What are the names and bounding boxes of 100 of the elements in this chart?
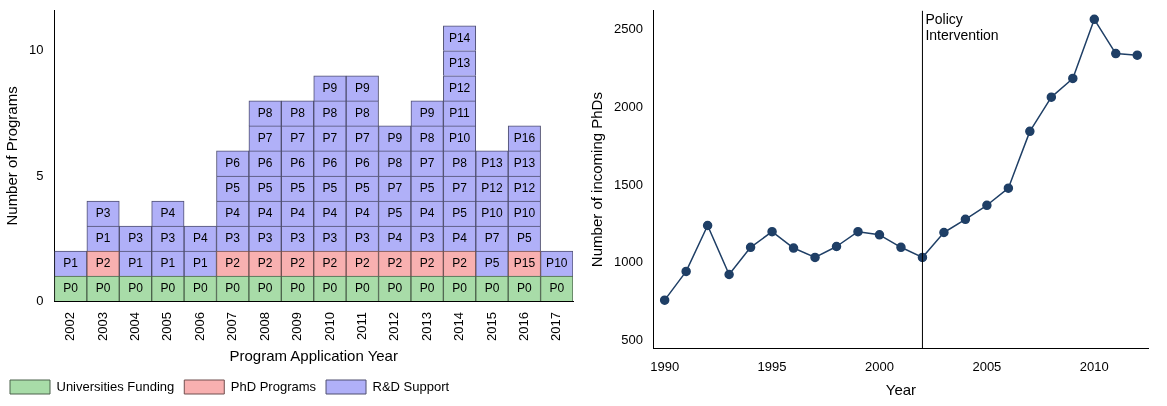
data-label: P4	[355, 205, 370, 220]
data-label: P7	[355, 130, 370, 145]
data-label: P13	[513, 155, 536, 170]
data-label: P8	[452, 155, 468, 170]
data-label: P5	[419, 180, 435, 195]
data-label: P4	[192, 230, 208, 245]
data-label: P1	[95, 230, 111, 245]
data-label: P5	[355, 180, 370, 195]
data-label: P2	[355, 255, 370, 270]
data-label: P0	[387, 280, 403, 295]
data-label: P15	[513, 255, 536, 270]
x-tick-label: 1995	[757, 358, 787, 374]
point	[1068, 73, 1078, 84]
data-label: P7	[484, 230, 500, 245]
data-label: P3	[128, 230, 144, 245]
point	[1132, 50, 1143, 60]
x-tick-label: 2007	[224, 312, 240, 341]
data-label: P6	[290, 155, 306, 170]
data-label: P4	[160, 205, 176, 220]
data-label: P3	[95, 205, 111, 220]
data-label: P10	[546, 255, 568, 270]
data-label: P4	[322, 205, 338, 220]
data-label: P0	[517, 280, 533, 295]
data-label: P6	[225, 155, 241, 170]
data-label: P12	[481, 180, 503, 195]
data-label: P5	[257, 180, 273, 195]
data-label: P5	[452, 205, 468, 220]
ref-line-label: Policy Intervention	[925, 10, 999, 43]
data-label: P13	[481, 155, 503, 170]
data-label: P0	[128, 280, 144, 295]
data-label: P1	[63, 255, 79, 270]
y-tick-label: 10	[28, 42, 44, 58]
x-tick-label: 1990	[650, 358, 680, 374]
data-label: P6	[355, 155, 370, 170]
data-label: P10	[481, 205, 503, 220]
data-label: P0	[95, 280, 111, 295]
data-label: P7	[452, 180, 468, 195]
y-axis-title: Number of incoming PhDs	[588, 92, 606, 268]
x-tick-label: 2016	[515, 312, 531, 341]
data-label: P7	[419, 155, 435, 170]
point	[939, 227, 949, 238]
data-label: P4	[419, 205, 435, 220]
data-label: P10	[448, 130, 471, 145]
x-tick-label: 2000	[865, 358, 894, 374]
point	[1111, 48, 1121, 59]
data-label: P8	[290, 105, 306, 120]
y-tick-label: 1000	[614, 254, 643, 270]
data-label: P2	[322, 255, 338, 270]
x-tick-label: 2003	[94, 312, 110, 341]
x-tick-label: 2008	[256, 312, 272, 341]
point	[659, 295, 670, 305]
data-label: P2	[257, 255, 273, 270]
x-tick-label: 2009	[289, 312, 305, 341]
data-label: P9	[387, 130, 403, 145]
data-label: P9	[419, 105, 435, 120]
data-label: P10	[513, 205, 536, 220]
point	[960, 214, 971, 225]
data-label: P0	[419, 280, 435, 295]
legend-label: PhD Programs	[230, 378, 317, 394]
x-tick-label: 2010	[321, 312, 337, 341]
x-tick-label: 2017	[548, 312, 564, 341]
y-tick-label: 2000	[614, 98, 643, 114]
point	[745, 242, 756, 253]
legend-label: Universities Funding	[56, 378, 175, 394]
x-tick-label: 2012	[386, 312, 402, 341]
y-tick-label: 500	[621, 332, 643, 348]
x-tick-label: 2015	[483, 312, 499, 341]
data-label: P1	[192, 255, 208, 270]
data-label: P0	[452, 280, 468, 295]
y-axis-title: Number of Programs	[3, 86, 21, 226]
point	[810, 252, 820, 263]
point	[1089, 14, 1100, 25]
data-label: P13	[448, 55, 471, 70]
data-label: P8	[419, 130, 435, 145]
legend-label: R&D Support	[372, 378, 450, 394]
y-tick-label: 1500	[614, 176, 643, 192]
x-tick-label: 2004	[127, 312, 143, 341]
data-label: P0	[484, 280, 500, 295]
point	[681, 266, 691, 277]
data-label: P0	[192, 280, 208, 295]
data-label: P5	[387, 205, 403, 220]
data-label: P4	[452, 230, 468, 245]
x-tick-label: 2006	[191, 312, 207, 341]
data-label: P4	[225, 205, 241, 220]
data-label: P0	[257, 280, 273, 295]
data-label: P2	[419, 255, 435, 270]
data-label: P9	[355, 80, 370, 95]
data-label: P1	[160, 255, 176, 270]
x-axis-title: Program Application Year	[229, 347, 398, 365]
data-label: P0	[549, 280, 565, 295]
data-label: P9	[322, 80, 338, 95]
point	[702, 220, 713, 231]
data-label: P12	[448, 80, 471, 95]
data-label: P0	[290, 280, 306, 295]
x-tick-label: 2010	[1079, 358, 1109, 374]
data-label: P7	[387, 180, 403, 195]
data-label: P2	[290, 255, 306, 270]
data-label: P4	[387, 230, 403, 245]
data-label: P3	[290, 230, 306, 245]
point	[874, 230, 885, 240]
